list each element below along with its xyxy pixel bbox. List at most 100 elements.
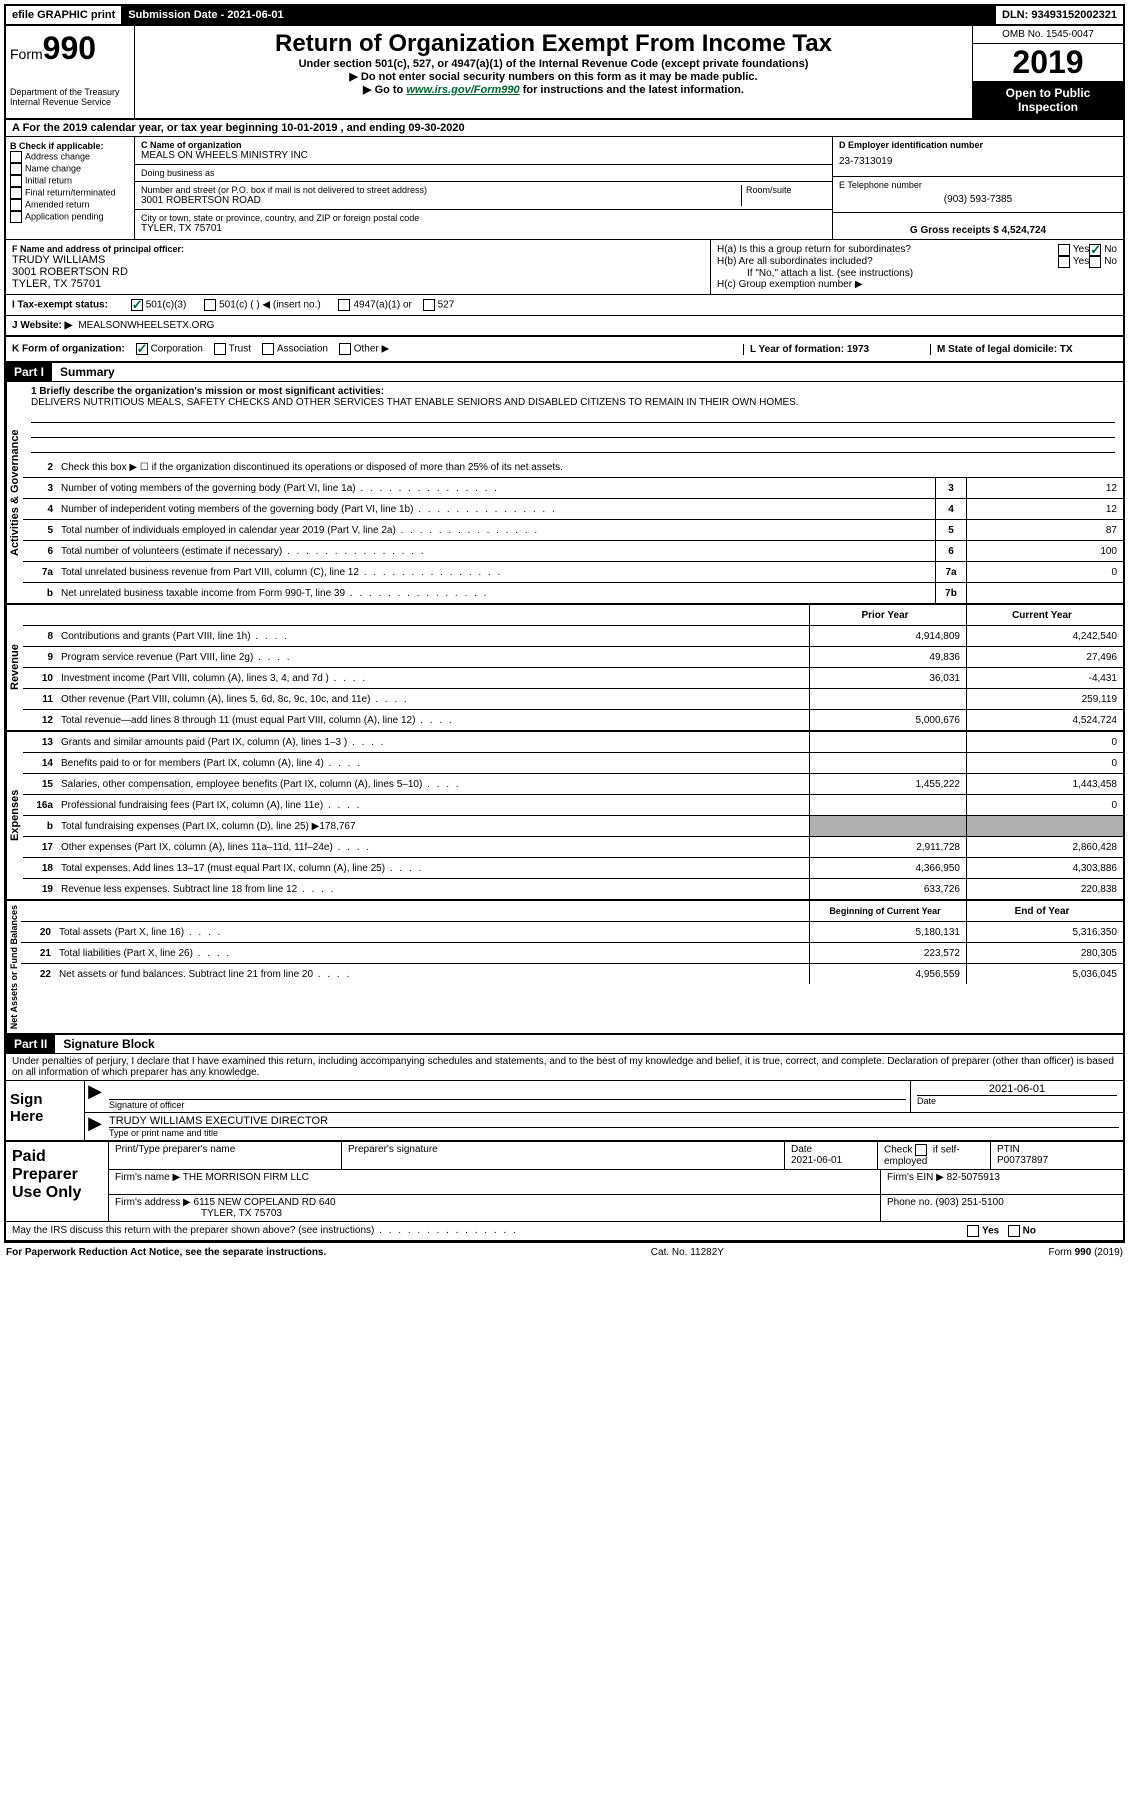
tax-year: 2019 — [973, 44, 1123, 82]
line-value-gray — [809, 816, 966, 836]
hc-label: H(c) Group exemption number ▶ — [717, 279, 1117, 290]
line-num: b — [23, 588, 61, 599]
efile-label[interactable]: efile GRAPHIC print — [6, 6, 122, 24]
current-value: 259,119 — [966, 689, 1123, 709]
arrow-icon: ▶ — [85, 1081, 105, 1112]
prior-value: 49,836 — [809, 647, 966, 667]
line-text: Salaries, other compensation, employee b… — [61, 777, 809, 792]
dept-label: Department of the Treasury — [10, 87, 130, 97]
trust-checkbox[interactable] — [214, 343, 226, 355]
line-box: 7b — [935, 583, 966, 603]
line-num: 3 — [23, 483, 61, 494]
current-value: 0 — [966, 732, 1123, 752]
k-row: K Form of organization: Corporation Trus… — [6, 337, 1123, 363]
ha-no-checkbox[interactable] — [1089, 244, 1101, 256]
line-num: 8 — [23, 631, 61, 642]
begin-year-header: Beginning of Current Year — [809, 901, 966, 921]
opt-other: Other ▶ — [354, 344, 389, 355]
firm-addr1: 6115 NEW COPELAND RD 640 — [194, 1197, 336, 1208]
prior-value: 4,914,809 — [809, 626, 966, 646]
hb-yes-checkbox[interactable] — [1058, 256, 1070, 268]
line-value: 100 — [966, 541, 1123, 561]
527-checkbox[interactable] — [423, 299, 435, 311]
discuss-yes-checkbox[interactable] — [967, 1225, 979, 1237]
line-text: Contributions and grants (Part VIII, lin… — [61, 629, 809, 644]
opt-trust: Trust — [229, 344, 251, 355]
entity-info: B Check if applicable: Address change Na… — [6, 137, 1123, 240]
amended-checkbox[interactable] — [10, 199, 22, 211]
discuss-no-checkbox[interactable] — [1008, 1225, 1020, 1237]
line-num: 7a — [23, 567, 61, 578]
4947-checkbox[interactable] — [338, 299, 350, 311]
mission-text: DELIVERS NUTRITIOUS MEALS, SAFETY CHECKS… — [31, 397, 1115, 408]
501c3-checkbox[interactable] — [131, 299, 143, 311]
prior-year-header: Prior Year — [809, 605, 966, 625]
arrow-icon: ▶ — [85, 1113, 105, 1140]
summary-line: 5 Total number of individuals employed i… — [23, 520, 1123, 541]
no1: No — [1104, 244, 1117, 256]
top-bar: efile GRAPHIC print Submission Date - 20… — [6, 6, 1123, 26]
addr-value: 3001 ROBERTSON ROAD — [141, 195, 741, 206]
self-employed-checkbox[interactable] — [915, 1144, 927, 1156]
website-url[interactable]: MEALSONWHEELSETX.ORG — [78, 320, 214, 331]
line-text: Total liabilities (Part X, line 26) — [59, 946, 809, 961]
footer-mid: Cat. No. 11282Y — [651, 1247, 724, 1258]
netassets-section: Net Assets or Fund Balances Beginning of… — [6, 901, 1123, 1035]
line-text: Total number of individuals employed in … — [61, 523, 935, 538]
name-change-checkbox[interactable] — [10, 163, 22, 175]
line-value: 12 — [966, 499, 1123, 519]
name-label: Type or print name and title — [109, 1128, 1119, 1138]
form990-link[interactable]: www.irs.gov/Form990 — [406, 84, 519, 96]
hb-no-checkbox[interactable] — [1089, 256, 1101, 268]
city-label: City or town, state or province, country… — [141, 213, 826, 223]
firm-addr2: TYLER, TX 75703 — [201, 1208, 282, 1219]
line-num: 12 — [23, 715, 61, 726]
firm-phone-label: Phone no. — [887, 1197, 933, 1208]
line-num: 6 — [23, 546, 61, 557]
expenses-label: Expenses — [6, 732, 23, 899]
final-checkbox[interactable] — [10, 187, 22, 199]
addr-change-checkbox[interactable] — [10, 151, 22, 163]
line-text: Total expenses. Add lines 13–17 (must eq… — [61, 861, 809, 876]
initial-checkbox[interactable] — [10, 175, 22, 187]
prior-value: 223,572 — [809, 943, 966, 963]
opt-initial: Initial return — [25, 175, 72, 185]
pending-checkbox[interactable] — [10, 211, 22, 223]
line-num: 5 — [23, 525, 61, 536]
other-checkbox[interactable] — [339, 343, 351, 355]
501c-checkbox[interactable] — [204, 299, 216, 311]
yes3: Yes — [982, 1226, 999, 1237]
i-label: I Tax-exempt status: — [12, 300, 108, 311]
footer-left: For Paperwork Reduction Act Notice, see … — [6, 1247, 326, 1258]
sign-section: Sign Here ▶ Signature of officer 2021-06… — [6, 1080, 1123, 1141]
line-num: 19 — [23, 884, 61, 895]
line-2-text: Check this box ▶ ☐ if the organization d… — [61, 460, 1123, 475]
line-value-gray — [966, 816, 1123, 836]
current-value: 0 — [966, 753, 1123, 773]
page-footer: For Paperwork Reduction Act Notice, see … — [4, 1243, 1125, 1262]
ha-yes-checkbox[interactable] — [1058, 244, 1070, 256]
line-text: Other expenses (Part IX, column (A), lin… — [61, 840, 809, 855]
summary-line: 22 Net assets or fund balances. Subtract… — [21, 964, 1123, 984]
summary-line: 11 Other revenue (Part VIII, column (A),… — [23, 689, 1123, 710]
org-name: MEALS ON WHEELS MINISTRY INC — [141, 150, 826, 161]
line-num: 11 — [23, 694, 61, 705]
l-label: L Year of formation: 1973 — [743, 344, 930, 355]
form-title: Return of Organization Exempt From Incom… — [139, 30, 968, 58]
prior-value: 633,726 — [809, 879, 966, 899]
discuss-row: May the IRS discuss this return with the… — [6, 1222, 1123, 1241]
prior-value: 4,956,559 — [809, 964, 966, 984]
prior-value — [809, 753, 966, 773]
corp-checkbox[interactable] — [136, 343, 148, 355]
officer-h-row: F Name and address of principal officer:… — [6, 240, 1123, 295]
officer-name: TRUDY WILLIAMS — [12, 254, 704, 266]
expenses-section: Expenses 13 Grants and similar amounts p… — [6, 732, 1123, 901]
form-number: 990 — [43, 30, 96, 66]
section-a: A For the 2019 calendar year, or tax yea… — [6, 120, 1123, 137]
dba-label: Doing business as — [141, 168, 826, 178]
irs-label: Internal Revenue Service — [10, 97, 130, 107]
line-num: 17 — [23, 842, 61, 853]
assoc-checkbox[interactable] — [262, 343, 274, 355]
line-2-num: 2 — [23, 462, 61, 473]
line-num: 15 — [23, 779, 61, 790]
